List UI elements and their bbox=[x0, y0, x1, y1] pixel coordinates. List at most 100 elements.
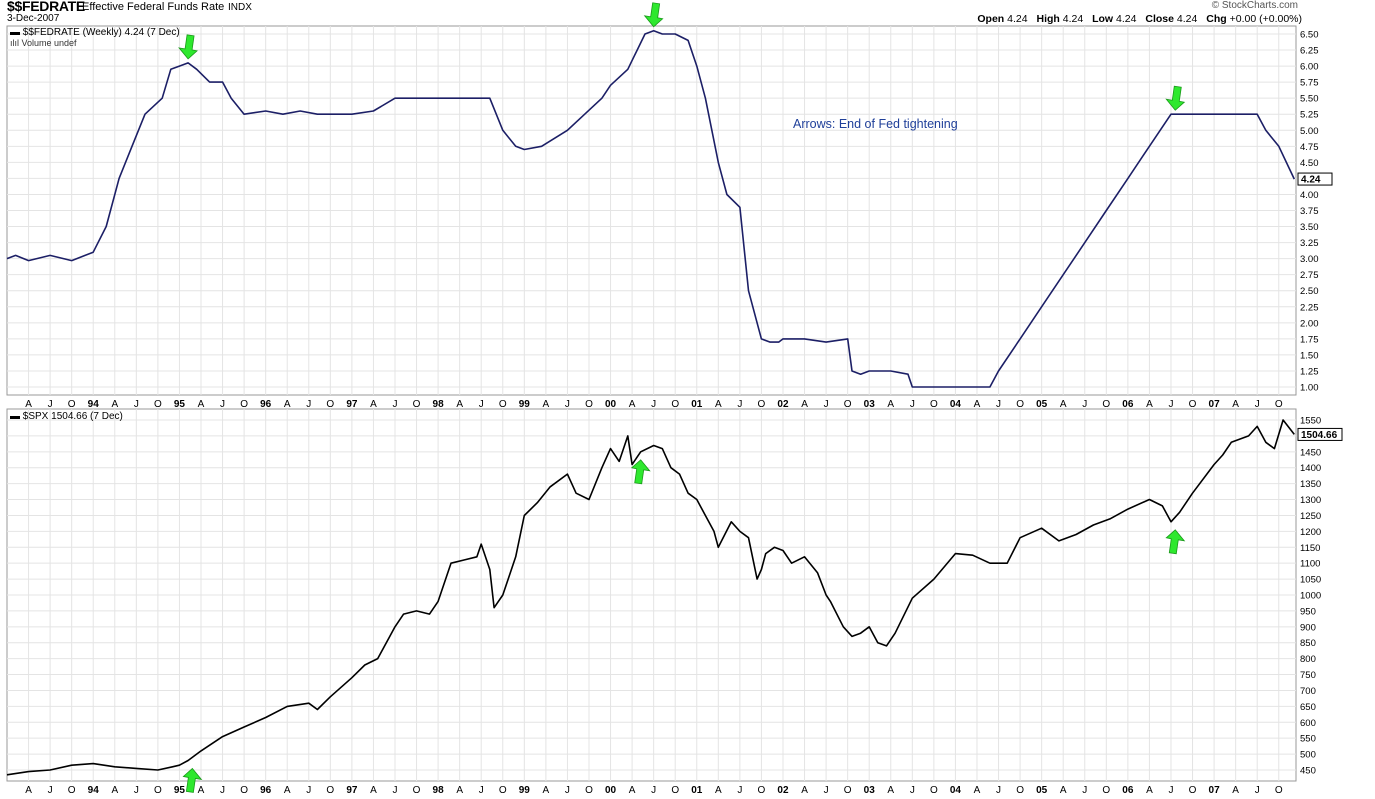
spx-y-tick-label: 1550 bbox=[1300, 416, 1321, 427]
spx-x-tick-label: 98 bbox=[433, 785, 445, 796]
fedrate-y-tick-label: 3.50 bbox=[1300, 222, 1319, 233]
as-of-date: 3-Dec-2007 bbox=[7, 13, 60, 24]
fedrate-x-tick-label: J bbox=[737, 399, 742, 410]
spx-legend: ▬ $SPX 1504.66 (7 Dec) bbox=[10, 411, 123, 422]
spx-x-tick-label: J bbox=[134, 785, 139, 796]
fedrate-y-tick-label: 2.50 bbox=[1300, 286, 1319, 297]
spx-x-tick-label: J bbox=[479, 785, 484, 796]
spx-x-tick-label: 07 bbox=[1209, 785, 1221, 796]
spx-y-tick-label: 1050 bbox=[1300, 575, 1321, 586]
spx-x-tick-label: J bbox=[737, 785, 742, 796]
spx-y-tick-label: 950 bbox=[1300, 606, 1316, 617]
spx-y-tick-label: 1450 bbox=[1300, 447, 1321, 458]
fedrate-y-tick-label: 1.00 bbox=[1300, 383, 1319, 394]
chg-value: +0.00 (+0.00%) bbox=[1229, 13, 1302, 25]
fedrate-x-tick-label: O bbox=[499, 399, 507, 410]
spx-x-tick-label: J bbox=[824, 785, 829, 796]
fedrate-x-tick-label: O bbox=[326, 399, 334, 410]
symbol-title: $$FEDRATE bbox=[7, 0, 85, 14]
fedrate-y-tick-label: 5.00 bbox=[1300, 126, 1319, 137]
spx-x-tick-label: 06 bbox=[1122, 785, 1134, 796]
fedrate-y-tick-label: 1.25 bbox=[1300, 366, 1319, 377]
legend-swatch-icon: ▬ bbox=[10, 27, 23, 38]
fedrate-x-tick-label: J bbox=[824, 399, 829, 410]
fedrate-x-tick-label: O bbox=[1102, 399, 1110, 410]
fedrate-x-tick-label: O bbox=[413, 399, 421, 410]
spx-y-tick-label: 1400 bbox=[1300, 463, 1321, 474]
close-value: 4.24 bbox=[1176, 13, 1198, 25]
spx-x-tick-label: A bbox=[715, 785, 722, 796]
fedrate-y-tick-label: 5.50 bbox=[1300, 94, 1319, 105]
spx-last-value-box bbox=[1297, 427, 1343, 441]
spx-x-tick-label: 01 bbox=[691, 785, 703, 796]
fedrate-y-tick-label: 3.75 bbox=[1300, 206, 1319, 217]
fedrate-x-tick-label: 06 bbox=[1122, 399, 1134, 410]
spx-x-tick-label: O bbox=[1275, 785, 1283, 796]
fedrate-x-tick-label: A bbox=[25, 399, 32, 410]
fedrate-x-tick-label: A bbox=[801, 399, 808, 410]
spx-x-tick-label: A bbox=[887, 785, 894, 796]
fedrate-x-tick-label: O bbox=[758, 399, 766, 410]
volume-bars-icon: ılıl bbox=[10, 38, 22, 48]
close-label: Close bbox=[1145, 13, 1174, 25]
spx-x-tick-label: J bbox=[910, 785, 915, 796]
fedrate-x-tick-label: O bbox=[240, 399, 248, 410]
spx-y-tick-label: 1200 bbox=[1300, 527, 1321, 538]
spx-x-tick-label: J bbox=[565, 785, 570, 796]
fedrate-x-tick-label: O bbox=[154, 399, 162, 410]
open-value: 4.24 bbox=[1007, 13, 1028, 25]
fedrate-y-tick-label: 3.00 bbox=[1300, 254, 1319, 265]
fedrate-x-tick-label: J bbox=[48, 399, 53, 410]
fedrate-x-tick-label: 03 bbox=[864, 399, 876, 410]
fedrate-line bbox=[6, 29, 1296, 388]
fedrate-x-tick-label: 02 bbox=[777, 399, 789, 410]
fedrate-y-tick-label: 4.00 bbox=[1300, 190, 1319, 201]
fedrate-x-tick-label: O bbox=[585, 399, 593, 410]
fedrate-x-tick-label: 96 bbox=[260, 399, 272, 410]
spx-x-tick-label: A bbox=[1146, 785, 1153, 796]
spx-x-tick-label: O bbox=[413, 785, 421, 796]
fedrate-x-tick-label: 94 bbox=[88, 399, 100, 410]
spx-y-tick-label: 1300 bbox=[1300, 495, 1321, 506]
fedrate-x-tick-label: 01 bbox=[691, 399, 703, 410]
fedrate-last-value-box bbox=[1297, 172, 1333, 186]
spx-x-tick-label: A bbox=[198, 785, 205, 796]
fedrate-x-tick-label: O bbox=[1275, 399, 1283, 410]
arrow-icon bbox=[182, 767, 203, 793]
spx-y-tick-label: 600 bbox=[1300, 718, 1316, 729]
spx-x-tick-label: O bbox=[844, 785, 852, 796]
spx-line bbox=[6, 419, 1295, 776]
fedrate-x-tick-label: A bbox=[456, 399, 463, 410]
fedrate-x-tick-label: J bbox=[651, 399, 656, 410]
spx-y-tick-label: 1350 bbox=[1300, 479, 1321, 490]
fedrate-x-tick-label: J bbox=[220, 399, 225, 410]
arrow-icon bbox=[178, 34, 198, 60]
spx-x-tick-label: 04 bbox=[950, 785, 962, 796]
spx-y-tick-label: 850 bbox=[1300, 638, 1316, 649]
spx-y-tick-label: 900 bbox=[1300, 622, 1316, 633]
spx-x-tick-label: 97 bbox=[346, 785, 358, 796]
low-value: 4.24 bbox=[1116, 13, 1137, 25]
spx-x-tick-label: J bbox=[1168, 785, 1173, 796]
fedrate-x-tick-label: A bbox=[1232, 399, 1239, 410]
spx-x-tick-label: O bbox=[326, 785, 334, 796]
fedrate-x-tick-label: 98 bbox=[433, 399, 445, 410]
fedrate-x-tick-label: J bbox=[1082, 399, 1087, 410]
spx-x-tick-label: O bbox=[758, 785, 766, 796]
spx-x-tick-label: 03 bbox=[864, 785, 876, 796]
fedrate-x-tick-label: 97 bbox=[346, 399, 358, 410]
volume-legend-text: Volume undef bbox=[21, 38, 77, 48]
fedrate-x-tick-label: A bbox=[715, 399, 722, 410]
spx-x-tick-label: J bbox=[651, 785, 656, 796]
spx-x-tick-label: J bbox=[306, 785, 311, 796]
spx-y-tick-label: 1100 bbox=[1300, 559, 1320, 570]
fedrate-y-tick-label: 1.75 bbox=[1300, 334, 1319, 345]
stockcharts-credit: © StockCharts.com bbox=[1211, 0, 1298, 11]
fedrate-y-tick-label: 5.25 bbox=[1300, 110, 1319, 121]
arrow-shape bbox=[1165, 85, 1186, 111]
spx-x-tick-label: A bbox=[1232, 785, 1239, 796]
spx-y-tick-label: 700 bbox=[1300, 686, 1316, 697]
fedrate-x-tick-label: O bbox=[930, 399, 938, 410]
spx-x-tick-label: A bbox=[111, 785, 118, 796]
spx-x-tick-label: J bbox=[1255, 785, 1260, 796]
